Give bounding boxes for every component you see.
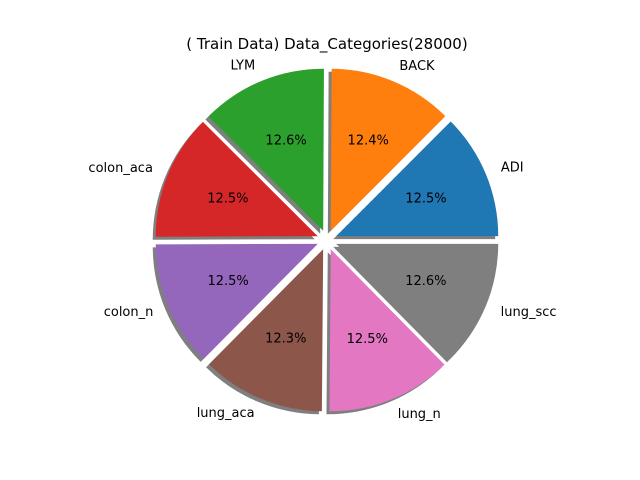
slice-percent-colon-aca: 12.5% — [207, 192, 248, 207]
slice-lung-scc — [336, 243, 499, 360]
slice-lung-aca — [209, 249, 324, 412]
slice-lung-n — [329, 249, 445, 412]
slice-lym — [208, 68, 324, 231]
slice-percent-lung-scc: 12.6% — [405, 274, 446, 289]
slice-label-back: BACK — [399, 59, 435, 74]
slice-back — [330, 68, 446, 231]
pie-labels: ADI 12.5% BACK 12.4% LYM 12.6% colon_aca 12.5% c… — [88, 59, 556, 422]
slice-percent-adi: 12.5% — [405, 191, 446, 206]
slice-percent-colon-n: 12.5% — [207, 274, 248, 289]
slice-label-lym: LYM — [230, 59, 255, 74]
slice-label-colon-aca: colon_aca — [88, 161, 153, 176]
slice-label-lung-n: lung_n — [398, 407, 441, 422]
slice-label-lung-aca: lung_aca — [197, 406, 255, 421]
pie-slices — [155, 68, 499, 412]
slice-colon-aca — [155, 121, 318, 237]
slice-colon-n — [155, 243, 318, 359]
slice-percent-lym: 12.6% — [265, 133, 306, 148]
slice-label-adi: ADI — [501, 160, 524, 175]
slice-percent-lung-aca: 12.3% — [265, 331, 306, 346]
chart-title: ( Train Data) Data_Categories(28000) — [186, 35, 467, 54]
slice-label-colon-n: colon_n — [104, 305, 154, 320]
slice-adi — [336, 121, 499, 237]
slice-percent-lung-n: 12.5% — [347, 332, 388, 347]
slice-label-lung-scc: lung_scc — [501, 305, 557, 320]
slice-percent-back: 12.4% — [348, 134, 389, 149]
